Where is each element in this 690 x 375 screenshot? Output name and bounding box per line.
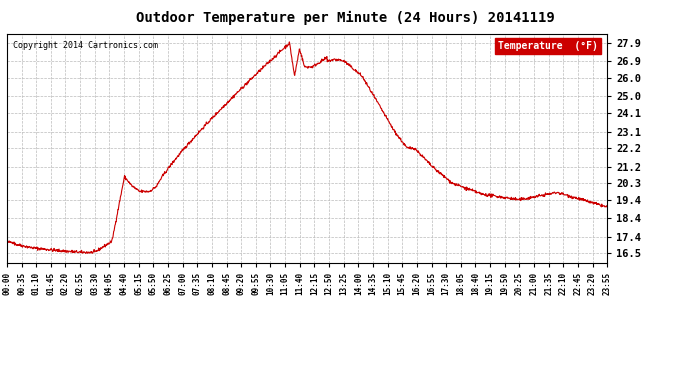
Text: Temperature  (°F): Temperature (°F) (498, 40, 598, 51)
Text: Outdoor Temperature per Minute (24 Hours) 20141119: Outdoor Temperature per Minute (24 Hours… (136, 11, 554, 26)
Text: Copyright 2014 Cartronics.com: Copyright 2014 Cartronics.com (13, 40, 158, 50)
